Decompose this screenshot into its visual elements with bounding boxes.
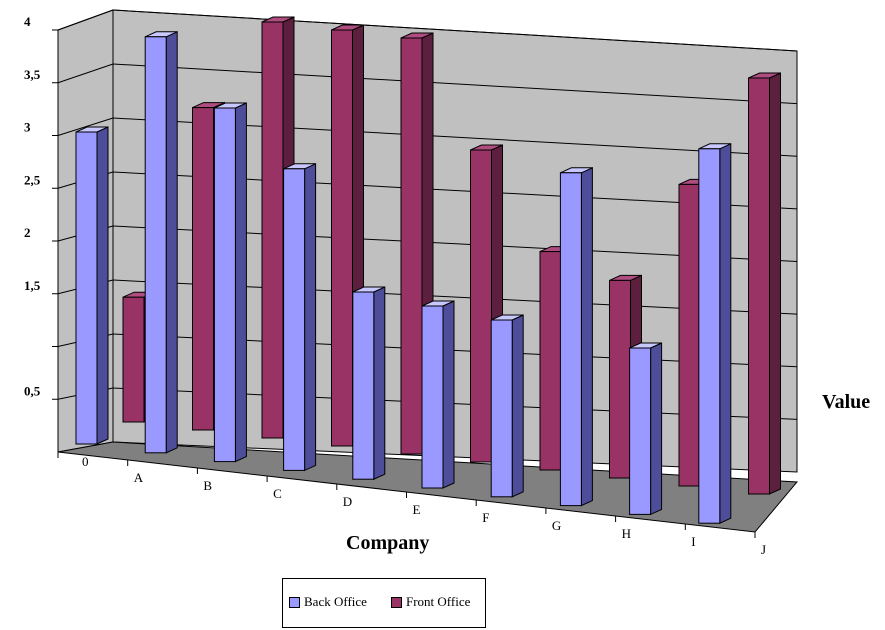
category-labels: 0 A B C D E F G H I J	[57, 452, 766, 557]
x-tick-label: F	[482, 510, 489, 525]
x-tick-label: E	[413, 502, 421, 517]
x-tick-label: C	[273, 486, 282, 501]
x-tick-label: B	[203, 478, 212, 493]
bar-back-office	[352, 286, 386, 480]
legend-label-back-office: Back Office	[304, 594, 367, 609]
bar-front-office	[748, 72, 781, 495]
bar-back-office	[213, 102, 247, 463]
bar-back-office	[283, 163, 317, 472]
legend-item-back-office: Back Office	[289, 594, 367, 610]
legend-label-front-office: Front Office	[406, 594, 471, 609]
x-axis-title: Company	[346, 532, 429, 554]
gridline-side	[57, 117, 114, 136]
gridline	[112, 63, 798, 105]
gridline	[112, 9, 798, 52]
y-tick-label: 0,5	[24, 383, 41, 398]
y-tick-label: 4	[24, 14, 31, 29]
gridline-side	[57, 63, 114, 84]
legend-swatch-front-office	[391, 596, 402, 608]
x-tick-label: H	[622, 526, 631, 541]
x-tick-label: A	[134, 470, 144, 485]
bars	[75, 16, 781, 524]
x-tick-label: J	[761, 542, 766, 557]
bar-back-office	[698, 143, 732, 524]
x-tick-label: G	[552, 518, 561, 533]
y-axis-title: Value	[822, 391, 870, 413]
y-tick-label: 3,5	[24, 67, 41, 82]
bar-back-office	[559, 167, 593, 507]
bar-back-office	[490, 314, 524, 498]
bar-back-office	[75, 126, 109, 445]
x-tick-label: I	[691, 534, 695, 549]
y-tick-label: 1,5	[24, 278, 41, 293]
bar-back-office	[629, 342, 663, 516]
y-tick-label: 3	[24, 120, 31, 135]
x-tick-label: D	[343, 494, 352, 509]
bar-back-office	[421, 300, 455, 489]
legend-item-front-office: Front Office	[391, 594, 470, 610]
y-tick-label: 2	[24, 225, 31, 240]
bar-back-office	[144, 31, 178, 454]
y-tick-label: 2,5	[24, 172, 41, 187]
legend-swatch-back-office	[289, 596, 300, 608]
legend: Back Office Front Office	[282, 578, 486, 628]
x-tick-label: 0	[82, 454, 89, 469]
gridline-side	[57, 9, 114, 31]
y-axis-ticks: 0,5 1,5 2 2,5 3 3,5 4	[24, 14, 58, 400]
